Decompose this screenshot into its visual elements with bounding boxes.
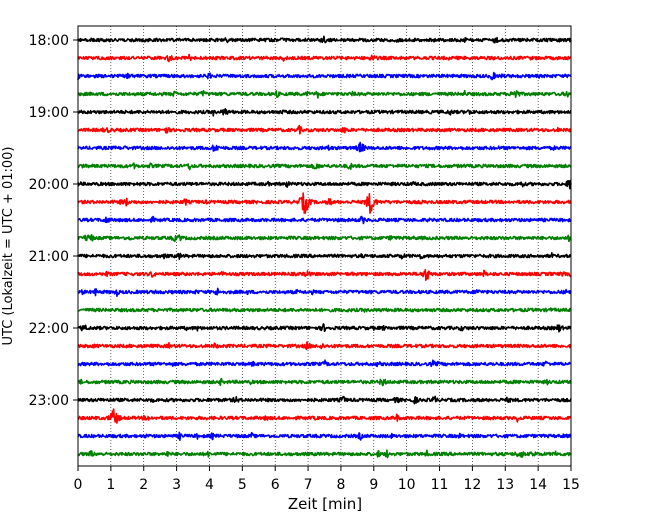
seismic-trace bbox=[77, 323, 572, 333]
y-tick-label: 19:00 bbox=[29, 105, 69, 121]
x-tick-label: 6 bbox=[271, 477, 280, 493]
seismic-trace bbox=[77, 179, 572, 190]
x-tick-label: 5 bbox=[238, 477, 247, 493]
x-tick-label: 10 bbox=[398, 477, 416, 493]
x-tick-label: 15 bbox=[562, 477, 580, 493]
seismic-trace bbox=[77, 431, 572, 442]
seismic-trace bbox=[77, 449, 572, 459]
x-tick-label: 12 bbox=[463, 477, 481, 493]
seismic-trace bbox=[77, 124, 572, 135]
x-tick-label: 3 bbox=[172, 477, 181, 493]
seismic-trace bbox=[77, 71, 572, 81]
seismic-trace bbox=[77, 377, 572, 387]
y-tick-label: 18:00 bbox=[29, 33, 69, 49]
x-tick-label: 14 bbox=[529, 477, 547, 493]
seismic-trace bbox=[77, 287, 572, 297]
y-axis-label: UTC (Lokalzeit = UTC + 01:00) bbox=[1, 147, 16, 346]
x-axis-label: Zeit [min] bbox=[288, 495, 362, 513]
x-tick-label: 0 bbox=[74, 477, 83, 493]
y-axis-ticks: 18:00 19:00 20:00 21:00 22:00 23:00 bbox=[29, 33, 78, 409]
vertical-grid bbox=[110, 26, 539, 466]
seismic-trace bbox=[77, 53, 572, 63]
seismic-trace bbox=[77, 359, 572, 368]
seismic-trace bbox=[77, 268, 572, 281]
x-tick-label: 4 bbox=[205, 477, 214, 493]
seismic-trace bbox=[77, 341, 572, 351]
x-tick-label: 13 bbox=[496, 477, 514, 493]
y-tick-label: 20:00 bbox=[29, 177, 69, 193]
seismic-trace bbox=[77, 307, 572, 313]
seismic-trace bbox=[77, 215, 572, 225]
seismic-trace bbox=[77, 192, 572, 214]
seismic-trace bbox=[77, 234, 572, 243]
seismic-trace bbox=[77, 107, 572, 117]
seismic-trace bbox=[77, 89, 572, 99]
x-tick-label: 7 bbox=[304, 477, 313, 493]
x-tick-label: 11 bbox=[431, 477, 449, 493]
seismic-trace bbox=[77, 252, 572, 260]
x-tick-label: 9 bbox=[369, 477, 378, 493]
y-tick-label: 21:00 bbox=[29, 249, 69, 265]
seismic-trace bbox=[77, 395, 572, 405]
seismic-traces bbox=[77, 35, 572, 459]
seismic-trace bbox=[77, 141, 572, 153]
x-tick-label: 2 bbox=[139, 477, 148, 493]
x-tick-label: 1 bbox=[106, 477, 115, 493]
x-tick-label: 8 bbox=[336, 477, 345, 493]
seismic-trace bbox=[77, 35, 572, 44]
seismic-trace bbox=[77, 162, 572, 171]
y-tick-label: 22:00 bbox=[29, 321, 69, 337]
x-axis-ticks: 0 1 2 3 4 5 6 7 8 9 10 11 12 13 14 15 bbox=[74, 466, 580, 493]
plot-frame bbox=[77, 25, 572, 467]
y-tick-label: 23:00 bbox=[29, 393, 69, 409]
seismic-trace bbox=[77, 408, 572, 424]
